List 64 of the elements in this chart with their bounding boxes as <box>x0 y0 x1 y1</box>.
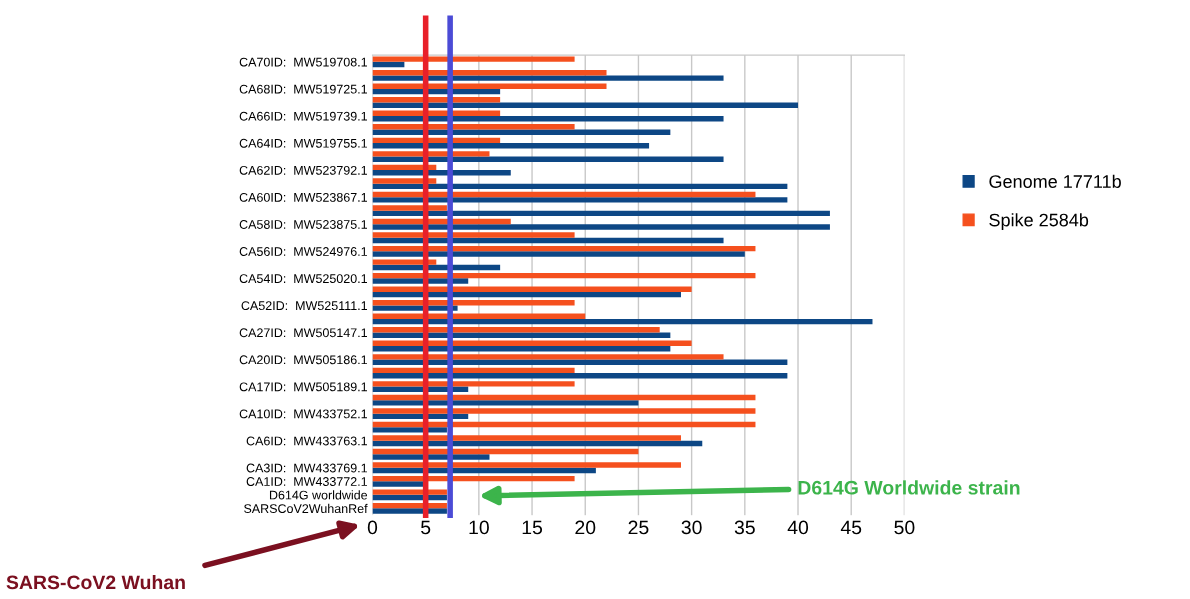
bar <box>372 56 575 62</box>
legend-label: Spike 2584b <box>989 213 1089 230</box>
bar <box>372 178 437 184</box>
legend-label: Genome 17711b <box>989 174 1121 188</box>
x-tick-label: 30 <box>681 520 702 535</box>
x-tick-label: 50 <box>894 520 915 535</box>
y-tick-label: SARSCoV2WuhanRef <box>244 503 368 514</box>
x-tick-label: 20 <box>575 520 596 535</box>
x-tick-label: 35 <box>734 520 755 535</box>
bar <box>372 259 437 265</box>
x-tick-label: 45 <box>840 520 862 535</box>
bar <box>372 462 681 468</box>
bar <box>372 400 639 406</box>
y-tick-label: CA62ID: MW523792.1 <box>239 165 368 175</box>
bar <box>372 251 745 257</box>
y-tick-label: CA20ID: MW505186.1 <box>239 355 368 365</box>
bar <box>372 102 799 108</box>
bar <box>372 318 873 325</box>
y-tick-label: CA60ID: MW523867.1 <box>239 192 368 202</box>
x-tick-label: 5 <box>421 520 431 535</box>
bar <box>372 373 788 379</box>
bar <box>372 354 724 360</box>
y-tick-label: CA6ID: MW433763.1 <box>246 436 367 446</box>
bar <box>372 381 575 387</box>
bar <box>372 489 447 495</box>
bar <box>372 481 426 487</box>
bar <box>372 332 671 338</box>
bar <box>372 359 788 365</box>
bar <box>372 170 511 176</box>
bar <box>372 183 788 190</box>
annotation: D614G Worldwide strain <box>798 480 1020 495</box>
bar <box>372 508 447 514</box>
y-tick-label: CA70ID: MW519708.1 <box>239 57 368 67</box>
bar <box>372 435 681 441</box>
x-tick-label: 25 <box>628 520 649 535</box>
y-tick-label: CA54ID: MW525020.1 <box>239 274 368 284</box>
y-tick-label: CA64ID: MW519755.1 <box>239 138 368 148</box>
bar <box>372 427 447 433</box>
bar <box>372 408 756 414</box>
x-tick-label: 0 <box>367 520 378 535</box>
y-tick-label: CA27ID: MW505147.1 <box>239 328 368 338</box>
y-tick-label: CA1ID: MW433772.1 <box>246 477 367 486</box>
bar <box>372 232 575 238</box>
y-tick-label: CA58ID: MW523875.1 <box>239 220 368 229</box>
y-tick-label: CA68ID: MW519725.1 <box>239 84 368 94</box>
y-tick-label: D614G worldwide <box>269 490 368 500</box>
bar <box>372 224 830 230</box>
x-tick-label: 15 <box>522 520 543 535</box>
bar <box>372 75 724 81</box>
bar <box>372 197 788 203</box>
x-tick-label: 40 <box>787 520 809 535</box>
bar <box>372 210 830 217</box>
bar <box>372 205 447 211</box>
y-tick-label: CA3ID: MW433769.1 <box>246 463 367 473</box>
bar <box>372 61 405 68</box>
bar <box>372 286 692 292</box>
y-tick-label: CA10ID: MW433752.1 <box>239 409 368 419</box>
x-tick-label: 10 <box>469 520 489 535</box>
text: SARS-CoV2 Wuhan <box>6 574 185 590</box>
y-tick-label: CA56ID: MW524976.1 <box>239 247 368 256</box>
y-tick-label: CA66ID: MW519739.1 <box>239 111 368 121</box>
y-tick-label: CA17ID: MW505189.1 <box>239 382 368 392</box>
y-tick-label: CA52ID: MW525111.1 <box>241 301 368 311</box>
bar <box>372 124 575 130</box>
